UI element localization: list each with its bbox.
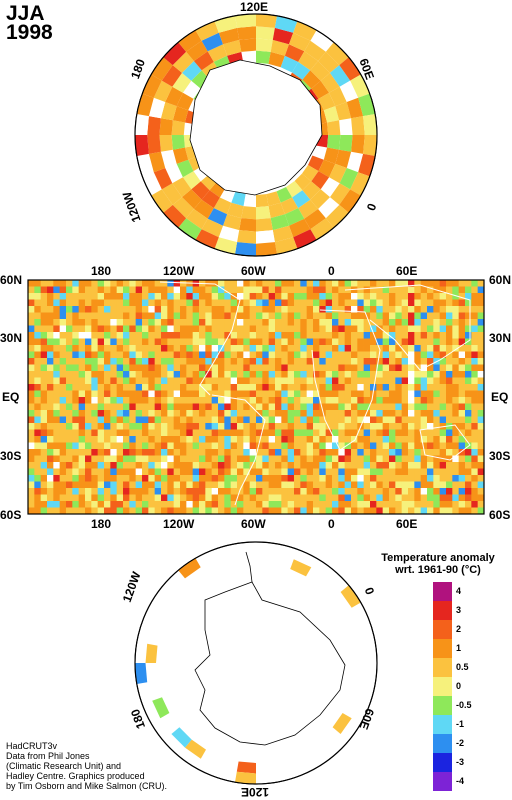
north-coastlines bbox=[189, 59, 323, 196]
legend-swatch bbox=[433, 658, 452, 677]
legend-label: 0 bbox=[456, 681, 462, 691]
legend-title-line2: wrt. 1961-90 (°C) bbox=[395, 564, 481, 576]
legend-title: Temperature anomaly wrt. 1961-90 (°C) bbox=[368, 552, 508, 576]
top-lon-0: 0 bbox=[328, 264, 335, 278]
legend-swatch bbox=[433, 601, 452, 620]
bottom-lon-60w: 60W bbox=[241, 517, 266, 531]
north-label-120e: 120E bbox=[240, 0, 269, 14]
lat-left-60n: 60N bbox=[0, 273, 23, 287]
top-lon-180: 180 bbox=[91, 264, 112, 278]
credit-text: HadCRUT3v Data from Phil Jones (Climatic… bbox=[6, 741, 168, 791]
top-lon-60w: 60W bbox=[241, 264, 266, 278]
top-lon-120w: 120W bbox=[163, 264, 195, 278]
legend-swatch bbox=[433, 734, 452, 753]
bottom-lon-180: 180 bbox=[91, 517, 112, 531]
lat-left-eq: EQ bbox=[2, 390, 20, 404]
legend-swatch bbox=[433, 677, 452, 696]
year-label: 1998 bbox=[6, 21, 53, 44]
season-title: JJA 1998 bbox=[6, 2, 53, 44]
continent-outlines bbox=[159, 281, 471, 506]
legend-title-line1: Temperature anomaly bbox=[381, 552, 495, 564]
legend-label: -2 bbox=[456, 738, 465, 748]
lat-left-60s: 60S bbox=[0, 508, 22, 522]
legend-label: -1 bbox=[456, 719, 465, 729]
lat-right-60n: 60N bbox=[489, 273, 512, 287]
legend-label: -4 bbox=[456, 776, 465, 786]
lat-right-30s: 30S bbox=[489, 449, 511, 463]
north-polar-map bbox=[134, 13, 378, 257]
legend-label: 4 bbox=[456, 586, 462, 596]
legend-swatch bbox=[433, 753, 452, 772]
lat-left-30n: 30N bbox=[0, 331, 23, 345]
lat-right-30n: 30N bbox=[489, 331, 512, 345]
bottom-lon-0: 0 bbox=[328, 517, 335, 531]
legend-swatch bbox=[433, 772, 452, 791]
legend-label: 3 bbox=[456, 605, 462, 615]
legend-swatch bbox=[433, 715, 452, 734]
legend-label: 1 bbox=[456, 643, 462, 653]
top-lon-60e: 60E bbox=[396, 264, 418, 278]
legend-label: 0.5 bbox=[456, 662, 469, 672]
legend-swatch bbox=[433, 696, 452, 715]
south-polar-map bbox=[134, 541, 378, 785]
lat-left-30s: 30S bbox=[0, 449, 22, 463]
legend-label: 2 bbox=[456, 624, 462, 634]
bottom-lon-120w: 120W bbox=[163, 517, 195, 531]
antarctica-coastline bbox=[194, 581, 346, 746]
legend-swatch bbox=[433, 620, 452, 639]
legend-swatch bbox=[433, 639, 452, 658]
lat-right-eq: EQ bbox=[491, 390, 509, 404]
bottom-lon-60e: 60E bbox=[396, 517, 418, 531]
legend-swatch bbox=[433, 582, 452, 601]
south-label-120e: 120E bbox=[241, 785, 270, 799]
legend-label: -0.5 bbox=[456, 700, 472, 710]
lat-right-60s: 60S bbox=[489, 508, 511, 522]
global-map bbox=[27, 279, 485, 515]
legend-label: -3 bbox=[456, 757, 465, 767]
season-label: JJA bbox=[6, 2, 45, 25]
